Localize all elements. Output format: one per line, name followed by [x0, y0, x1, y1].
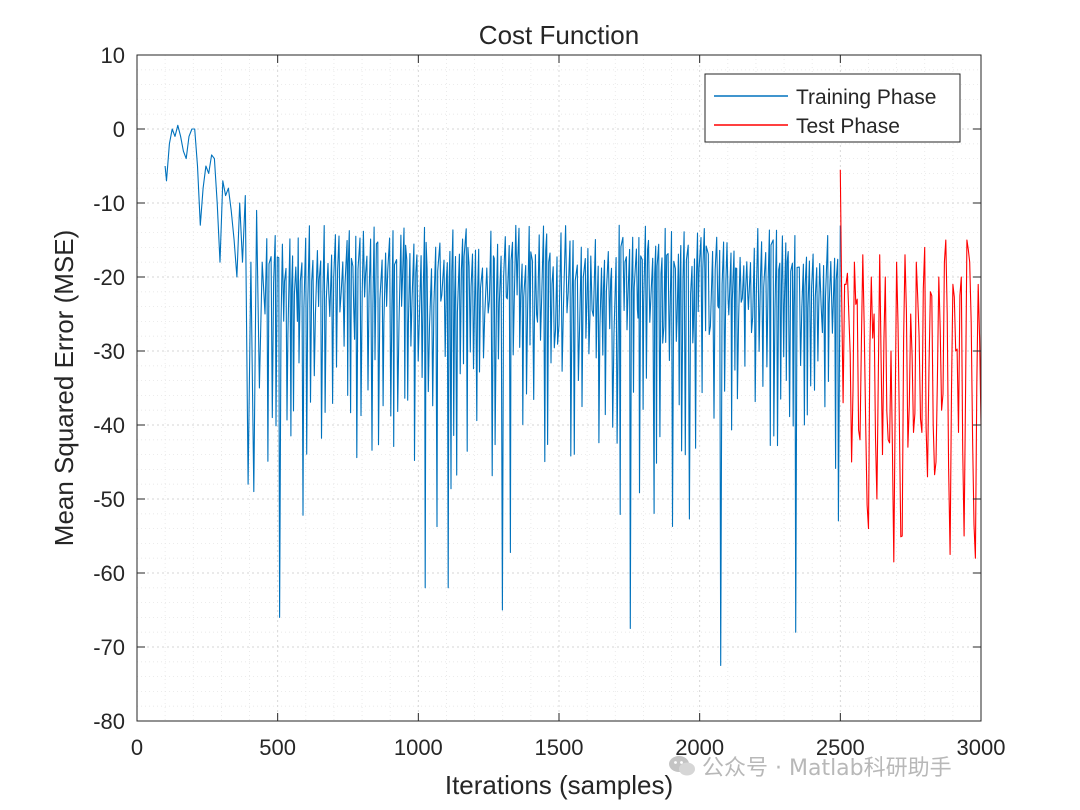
series-layer [164, 124, 982, 667]
y-tick-label: -20 [93, 265, 125, 290]
x-tick-label: 3000 [957, 735, 1006, 760]
x-tick-label: 1500 [535, 735, 584, 760]
y-tick-label: -50 [93, 487, 125, 512]
legend-label-test: Test Phase [796, 115, 900, 138]
watermark: 公众号 · Matlab科研助手 [668, 750, 952, 782]
y-axis-label: Mean Squared Error (MSE) [49, 230, 79, 546]
x-tick-label: 2500 [816, 735, 865, 760]
x-tick-label: 2000 [675, 735, 724, 760]
x-tick-label: 0 [131, 735, 143, 760]
y-tick-label: -10 [93, 191, 125, 216]
chart-title: Cost Function [479, 20, 639, 50]
y-tick-label: -30 [93, 339, 125, 364]
ticks-layer: 0 500 1000 1500 2000 2500 3000 10 0 -10 -20 -30 -40 -… [93, 43, 1005, 760]
legend-box [704, 73, 961, 143]
y-tick-label: 0 [113, 117, 125, 142]
y-tick-label: 10 [101, 43, 125, 68]
y-tick-label: -80 [93, 709, 125, 734]
x-tick-label: 500 [259, 735, 296, 760]
legend-label-training: Training Phase [796, 86, 936, 109]
major-grid [136, 54, 982, 722]
watermark-text: 公众号 · Matlab科研助手 [702, 756, 952, 781]
x-tick-label: 1000 [394, 735, 443, 760]
legend: Training Phase Test Phase [704, 73, 961, 143]
y-tick-label: -40 [93, 413, 125, 438]
y-tick-label: -60 [93, 561, 125, 586]
wechat-icon [669, 756, 695, 776]
y-tick-label: -70 [93, 635, 125, 660]
series-line-training [164, 124, 841, 667]
series-line-test [839, 169, 982, 563]
x-axis-label: Iterations (samples) [445, 770, 673, 800]
